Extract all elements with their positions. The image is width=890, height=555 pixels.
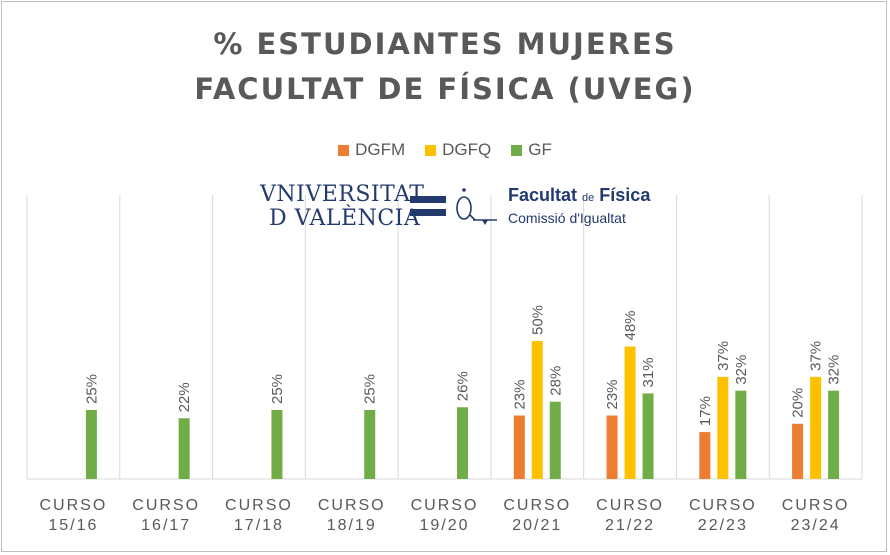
ff-logo-subtitle: Comissió d'Igualtat	[508, 210, 626, 226]
uv-logo-line-2: D VALÈNCIA	[269, 206, 420, 231]
data-label-dgfq: 50%	[529, 305, 546, 335]
data-label-dgfq: 37%	[808, 341, 825, 371]
bar-gf	[549, 401, 561, 479]
bar-dgfq	[624, 346, 636, 479]
uv-logo-valencia: VALÈNCIA	[294, 206, 421, 231]
x-tick-label: 17/18	[234, 517, 284, 534]
bar-dgfm	[792, 423, 804, 479]
data-label-gf: 26%	[455, 371, 472, 401]
data-label-gf: 25%	[83, 374, 100, 404]
x-tick-label: 20/21	[512, 517, 562, 534]
ff-logo-fisica: Física	[599, 185, 651, 205]
equals-icon	[410, 196, 446, 216]
ff-logo-de: de	[582, 192, 595, 204]
uv-logo-line-1: VNIVERSITAT	[260, 182, 425, 207]
legend-swatch-gf	[511, 144, 523, 156]
bar-gf	[178, 418, 190, 479]
chart-title-line-2: FACULTAT DE FÍSICA (UVEG)	[194, 72, 696, 106]
x-tick-label: 21/22	[605, 517, 655, 534]
data-label-gf: 22%	[176, 382, 193, 412]
facultat-fisica-emblem-icon	[456, 188, 497, 225]
data-label-gf: 25%	[362, 374, 379, 404]
x-tick-label: CURSO	[225, 497, 293, 514]
x-tick-label: CURSO	[596, 497, 664, 514]
legend: DGFM DGFQ GF	[0, 140, 890, 160]
data-label-gf: 31%	[640, 357, 657, 387]
x-tick-label: 19/20	[419, 517, 469, 534]
bar-gf	[457, 407, 468, 479]
bar-dgfm	[699, 432, 711, 479]
ff-logo-facultat: Facultat	[508, 185, 578, 205]
x-tick-label: CURSO	[132, 497, 200, 514]
legend-item-dgfm: DGFM	[338, 140, 405, 160]
data-label-dgfm: 23%	[604, 379, 621, 409]
legend-label-dgfm: DGFM	[355, 140, 406, 159]
bar-gf	[364, 410, 376, 479]
x-tick-label: CURSO	[39, 497, 107, 514]
bar-gf	[271, 410, 283, 479]
x-tick-label: CURSO	[318, 497, 386, 514]
bar-dgfq	[531, 341, 543, 479]
legend-swatch-dgfq	[425, 144, 437, 156]
logos-banner: VNIVERSITAT D VALÈNCIA Facultat de Físic…	[255, 182, 650, 232]
legend-swatch-dgfm	[338, 144, 350, 156]
bar-dgfm	[513, 415, 525, 479]
data-label-gf: 28%	[547, 366, 564, 396]
data-label-gf: 32%	[733, 355, 750, 385]
x-tick-label: CURSO	[503, 497, 571, 514]
x-tick-label: 23/24	[791, 517, 841, 534]
legend-label-gf: GF	[528, 140, 552, 159]
x-tick-label: 22/23	[698, 517, 748, 534]
legend-item-dgfq: DGFQ	[425, 140, 491, 160]
x-tick-label: CURSO	[689, 497, 757, 514]
bar-dgfq	[810, 376, 822, 479]
legend-label-dgfq: DGFQ	[442, 140, 492, 159]
data-label-dgfm: 20%	[790, 388, 807, 418]
bar-gf	[735, 390, 747, 479]
bar-dgfq	[717, 376, 729, 479]
uv-logo-d: D	[269, 206, 288, 231]
legend-item-gf: GF	[511, 140, 552, 160]
x-tick-label: 15/16	[48, 517, 98, 534]
chart-title-line-1: % ESTUDIANTES MUJERES	[213, 27, 677, 61]
data-label-dgfm: 17%	[697, 396, 714, 426]
x-tick-label: CURSO	[411, 497, 479, 514]
ff-logo-title: Facultat de Física	[508, 185, 650, 206]
data-label-gf: 32%	[826, 355, 843, 385]
data-label-dgfq: 37%	[715, 341, 732, 371]
bar-gf	[85, 410, 97, 479]
bar-dgfm	[606, 415, 618, 479]
data-label-dgfq: 48%	[622, 310, 639, 340]
x-tick-label: 18/19	[327, 517, 377, 534]
x-tick-label: 16/17	[141, 517, 191, 534]
data-label-gf: 25%	[269, 374, 286, 404]
bar-gf	[828, 390, 840, 479]
data-label-dgfm: 23%	[511, 379, 528, 409]
x-tick-label: CURSO	[782, 497, 850, 514]
bar-gf	[642, 393, 654, 479]
